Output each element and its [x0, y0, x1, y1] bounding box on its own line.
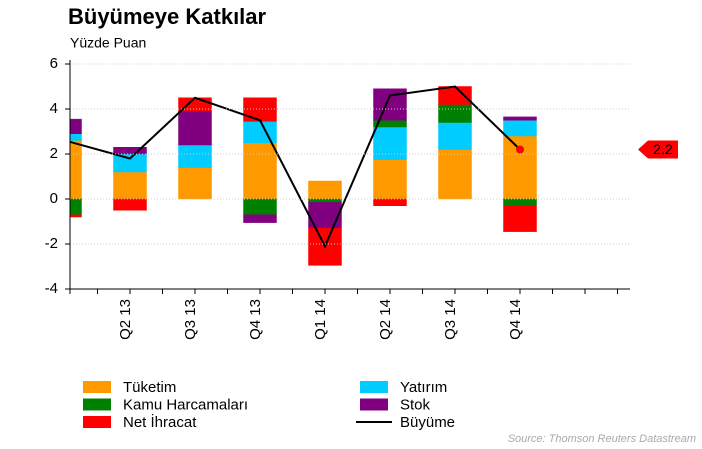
- x-tick-label: Q3 13: [182, 299, 199, 340]
- y-tick-label: 0: [50, 190, 58, 207]
- bar-segment: [178, 167, 212, 200]
- bar-segment: [373, 159, 407, 200]
- y-tick-label: 6: [50, 55, 58, 72]
- value-label: 2.2: [653, 141, 673, 157]
- plot-area: [70, 85, 537, 266]
- bar-segment: [113, 171, 147, 200]
- y-tick-label: 2: [50, 145, 58, 162]
- bar-segment: [70, 198, 82, 215]
- bar-segment: [503, 135, 537, 200]
- line: [70, 85, 521, 249]
- legend-label: Stok: [400, 396, 431, 413]
- chart-title: Büyümeye Katkılar: [68, 4, 267, 29]
- legend-swatch: [83, 381, 111, 393]
- bar-segment: [243, 121, 277, 143]
- bar-segment: [438, 122, 472, 150]
- y-tick-label: -4: [45, 280, 58, 297]
- x-tick-label: Q1 14: [312, 299, 329, 340]
- x-tick-label: Q4 13: [247, 299, 264, 340]
- legend-label: Büyüme: [400, 414, 455, 431]
- legend-label: Kamu Harcamaları: [123, 396, 248, 413]
- bar-segment: [373, 126, 407, 160]
- bar-segment: [438, 86, 472, 105]
- bar-segment: [113, 153, 147, 173]
- x-tick-label: Q3 14: [442, 299, 459, 340]
- bar-segment: [243, 214, 277, 223]
- x-tick-label: Q2 14: [377, 299, 394, 340]
- bar-segment: [70, 133, 82, 141]
- bar-segment: [308, 180, 342, 200]
- bar-segment: [503, 198, 537, 206]
- legend-label: Tüketim: [123, 379, 176, 396]
- legend-swatch: [83, 416, 111, 428]
- legend-label: Yatırım: [400, 379, 447, 396]
- source: Source: Thomson Reuters Datastream: [508, 433, 696, 445]
- legend-label: Net İhracat: [123, 413, 197, 431]
- legend-swatch: [83, 398, 111, 411]
- bar-segment: [70, 214, 82, 218]
- value-label-box: [638, 140, 678, 159]
- bar-segment: [178, 144, 212, 168]
- bar-segment: [438, 104, 472, 123]
- y-tick-label: -2: [45, 235, 58, 252]
- y-tick-label: 4: [50, 100, 58, 117]
- bar-segment: [243, 198, 277, 215]
- bar-segment: [503, 205, 537, 232]
- bar-segment: [438, 149, 472, 200]
- x-tick-label: Q2 13: [117, 299, 134, 340]
- chart-subtitle: Yüzde Puan: [70, 35, 146, 51]
- bar-segment: [70, 118, 82, 134]
- bar-segment: [503, 116, 537, 121]
- legend-swatch: [360, 398, 388, 411]
- bar-segment: [308, 198, 342, 203]
- bar-segment: [243, 97, 277, 122]
- legend-swatch: [360, 381, 388, 393]
- bar-segment: [178, 111, 212, 146]
- bar-segment: [113, 198, 147, 211]
- bar-segment: [70, 140, 82, 200]
- x-tick-label: Q4 14: [507, 299, 524, 340]
- bar-segment: [373, 198, 407, 206]
- bar-segment: [503, 120, 537, 137]
- bar-segment: [243, 142, 277, 200]
- end-marker: [516, 145, 524, 154]
